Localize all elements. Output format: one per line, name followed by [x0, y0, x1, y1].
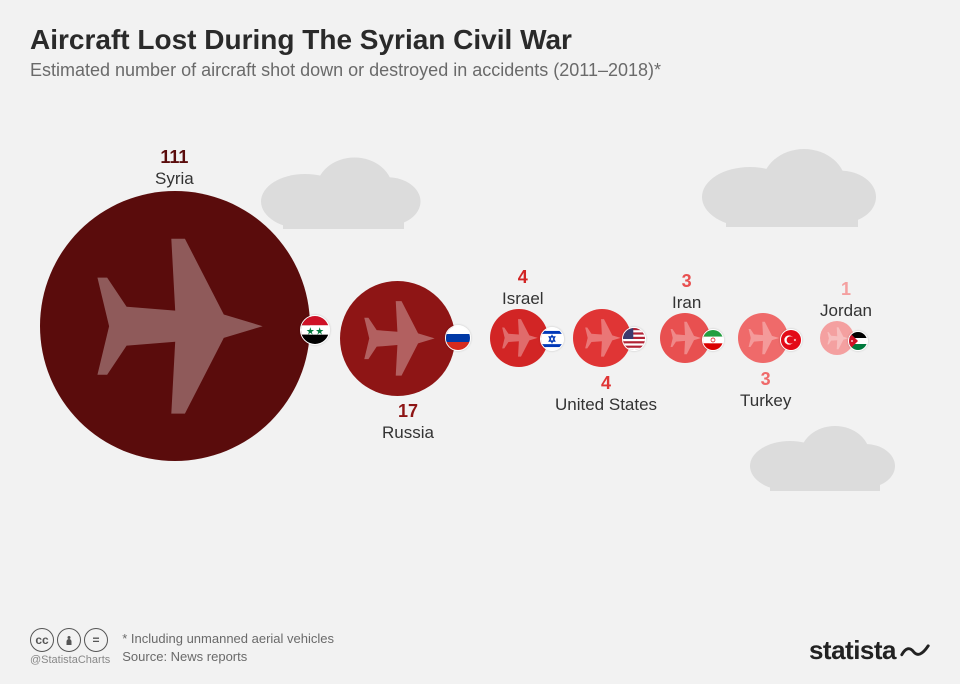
footer-text: * Including unmanned aerial vehicles Sou… [122, 630, 334, 666]
chart-title: Aircraft Lost During The Syrian Civil Wa… [30, 24, 930, 56]
value: 4 [502, 267, 544, 289]
bubble-russia [340, 281, 455, 396]
country-name: Russia [382, 423, 434, 443]
plane-icon [581, 317, 623, 359]
value: 3 [672, 271, 701, 293]
header: Aircraft Lost During The Syrian Civil Wa… [0, 0, 960, 91]
label-russia: 17Russia [382, 401, 434, 443]
nd-icon: = [84, 628, 108, 652]
cc-icon: cc [30, 628, 54, 652]
label-syria: 111Syria [155, 147, 194, 189]
source: Source: News reports [122, 648, 334, 666]
plane-icon [825, 326, 849, 350]
statista-logo: statista [809, 635, 930, 666]
chart-area: 111Syria17Russia4Israel4United States3Ir… [0, 91, 960, 531]
flag-usa [622, 327, 646, 351]
cc-badges: cc = [30, 628, 110, 652]
flag-turkey [780, 329, 802, 351]
chart-subtitle: Estimated number of aircraft shot down o… [30, 60, 930, 81]
footer: cc = @StatistaCharts * Including unmanne… [30, 628, 930, 666]
label-turkey: 3Turkey [740, 369, 791, 411]
country-name: Iran [672, 293, 701, 313]
value: 1 [820, 279, 872, 301]
by-icon [57, 628, 81, 652]
statista-wave-icon [900, 640, 930, 662]
cc-block: cc = @StatistaCharts [30, 628, 110, 666]
country-name: Turkey [740, 391, 791, 411]
label-israel: 4Israel [502, 267, 544, 309]
footer-left: cc = @StatistaCharts * Including unmanne… [30, 628, 334, 666]
label-united-states: 4United States [555, 373, 657, 415]
bubble-syria [40, 191, 310, 461]
flag-jordan [848, 331, 868, 351]
brand-text: statista [809, 635, 896, 666]
country-name: Israel [502, 289, 544, 309]
value: 4 [555, 373, 657, 395]
country-name: Syria [155, 169, 194, 189]
flag-russia [445, 325, 471, 351]
label-iran: 3Iran [672, 271, 701, 313]
statista-handle: @StatistaCharts [30, 654, 110, 666]
value: 17 [382, 401, 434, 423]
flag-israel [540, 327, 564, 351]
footnote: * Including unmanned aerial vehicles [122, 630, 334, 648]
country-name: United States [555, 395, 657, 415]
plane-icon [356, 297, 439, 380]
value: 111 [155, 147, 194, 169]
plane-icon [78, 229, 272, 423]
flag-syria [300, 315, 330, 345]
plane-icon [745, 320, 781, 356]
plane-icon [498, 317, 540, 359]
flag-iran [702, 329, 724, 351]
value: 3 [740, 369, 791, 391]
plane-icon [667, 320, 703, 356]
country-name: Jordan [820, 301, 872, 321]
label-jordan: 1Jordan [820, 279, 872, 321]
